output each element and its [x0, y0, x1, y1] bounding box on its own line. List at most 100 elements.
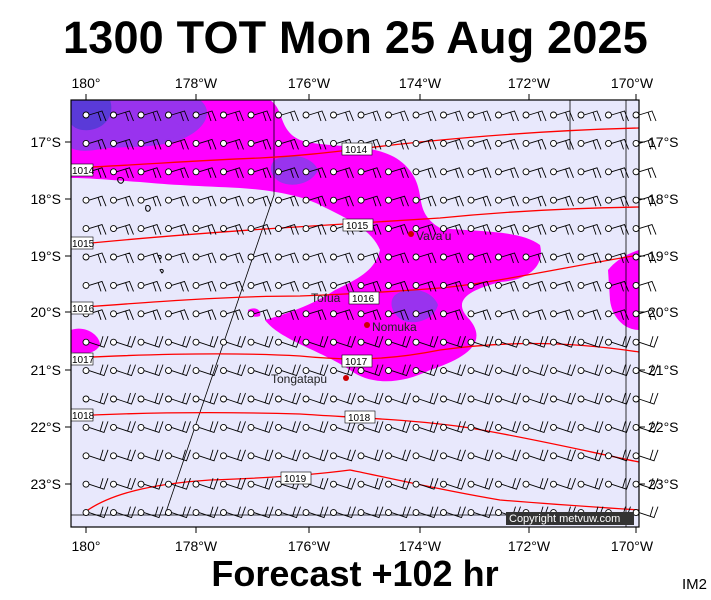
wind-barb: [467, 224, 492, 235]
wind-barb: [605, 110, 629, 122]
wind-barb: [165, 167, 189, 178]
wind-barb: [357, 252, 382, 264]
wind-barb: [440, 167, 464, 178]
lon-label-180-bottom: 180°: [72, 538, 101, 554]
wind-barb: [385, 280, 409, 292]
wind-barb: [412, 110, 437, 122]
wind-barb: [385, 110, 409, 122]
wind-barb: [275, 195, 299, 207]
wind-barb: [220, 478, 246, 490]
wind-barb: [275, 138, 299, 150]
wind-barb: [247, 309, 272, 320]
wind-barb: [192, 392, 219, 405]
wind-barb: [165, 478, 191, 490]
wind-barb: [82, 392, 109, 405]
svg-text:1019: 1019: [284, 474, 307, 485]
wind-barb: [605, 364, 631, 377]
lon-label-178w-top: 178°W: [175, 75, 218, 91]
wind-barb: [577, 449, 604, 462]
wind-barb: [137, 224, 162, 235]
wind-barb: [412, 392, 439, 405]
wind-barb: [110, 195, 134, 207]
wind-barb: [165, 252, 189, 264]
wind-barb: [165, 309, 189, 320]
wind-barb: [357, 280, 382, 292]
wind-barb: [522, 392, 549, 405]
wind-barb: [467, 252, 492, 264]
svg-text:1016: 1016: [72, 304, 95, 315]
wind-barb: [247, 421, 274, 433]
wind-barb: [632, 195, 657, 207]
wind-barb: [192, 336, 219, 348]
wind-barb: [330, 478, 356, 490]
wind-barb: [550, 449, 576, 462]
wind-barb: [605, 336, 631, 348]
wind-barb: [522, 138, 547, 150]
wind-barb: [137, 364, 164, 377]
wind-barb: [330, 252, 354, 264]
wind-barb: [247, 280, 272, 292]
wind-barb: [440, 280, 464, 292]
wind-barb: [550, 392, 576, 405]
wind-barb: [522, 167, 547, 178]
wind-barb: [165, 421, 191, 433]
wind-barb: [550, 167, 574, 178]
svg-text:1016: 1016: [352, 294, 375, 305]
wind-barb: [110, 167, 134, 178]
wind-barb: [385, 138, 409, 150]
svg-text:1017: 1017: [72, 355, 95, 366]
lon-label-176w-bottom: 176°W: [288, 538, 331, 554]
wind-barb: [467, 392, 494, 405]
wind-barb: [247, 478, 274, 490]
wind-barb: [165, 138, 189, 150]
wind-barb: [192, 421, 219, 433]
wind-barb: [247, 224, 272, 235]
wind-barb: [357, 195, 382, 207]
wind-barb: [220, 449, 246, 462]
wind-barb: [247, 392, 274, 405]
wind-barb: [467, 280, 492, 292]
wind-barb: [632, 110, 657, 122]
svg-text:1018: 1018: [72, 411, 95, 422]
wind-barb: [357, 506, 384, 519]
wind-barb: [247, 138, 272, 150]
wind-barb: [275, 110, 299, 122]
wind-barb: [495, 110, 519, 122]
lat-label-21s-left: 21°S: [30, 362, 61, 378]
wind-barb: [220, 195, 244, 207]
wind-barb: [577, 478, 604, 490]
wind-barb: [110, 138, 134, 150]
wind-barb: [330, 167, 354, 178]
wind-barb: [192, 167, 217, 178]
wind-barb: [412, 421, 439, 433]
axis-ticks: [65, 94, 645, 533]
wind-barb: [495, 392, 521, 405]
wind-barb: [577, 195, 602, 207]
wind-barb: [605, 280, 629, 292]
lon-label-174w-bottom: 174°W: [399, 538, 442, 554]
wind-barb: [495, 478, 521, 490]
wind-barb: [467, 309, 492, 320]
wind-barb: [632, 392, 659, 405]
wind-barb: [82, 421, 109, 433]
lat-label-23s-left: 23°S: [30, 476, 61, 492]
lat-label-17s-right: 17°S: [648, 134, 679, 150]
isobar-label-edge-1: 1014: [70, 163, 95, 177]
wind-barb: [110, 478, 136, 490]
place-label-tongatapu: Tongatapu: [271, 372, 327, 386]
wind-barb: [192, 364, 219, 377]
place-label-tofua: Tofua: [311, 291, 341, 305]
wind-barb: [302, 280, 327, 292]
wind-barb: [220, 252, 244, 264]
wind-barb: [137, 110, 162, 122]
wind-barb: [632, 167, 657, 178]
svg-text:1018: 1018: [348, 413, 371, 424]
wind-barb: [577, 110, 602, 122]
wind-barb: [302, 195, 327, 207]
lon-label-174w-top: 174°W: [399, 75, 442, 91]
lat-label-20s-left: 20°S: [30, 304, 61, 320]
wind-barb: [192, 224, 217, 235]
wind-barb: [577, 252, 602, 264]
wind-barb: [275, 167, 299, 178]
wind-barb: [577, 280, 602, 292]
